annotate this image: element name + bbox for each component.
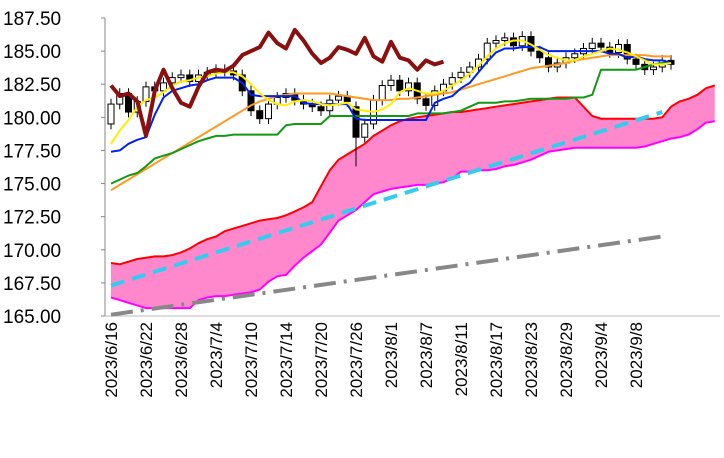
x-tick-label: 2023/8/17: [487, 322, 506, 398]
candle-body: [597, 42, 605, 48]
candle-body: [160, 82, 167, 92]
y-tick-label: 175.00: [3, 175, 61, 196]
candle-body: [545, 57, 552, 68]
candle-body: [396, 79, 404, 92]
y-tick-label: 180.00: [3, 108, 61, 129]
x-tick-label: 2023/6/28: [172, 322, 191, 398]
y-tick-label: 182.50: [3, 75, 61, 96]
candle-body: [501, 37, 509, 42]
cloud-upper-line: [110, 84, 716, 266]
candle-body: [317, 106, 325, 112]
x-tick-label: 2023/7/4: [207, 322, 226, 388]
y-tick-label: 167.50: [3, 274, 61, 295]
y-tick-label: 177.50: [3, 141, 61, 162]
x-tick-label: 2023/8/23: [522, 322, 541, 398]
x-tick-label: 2023/6/22: [137, 322, 156, 398]
cloud-lower-line: [110, 120, 715, 310]
y-tick-label: 165.00: [3, 307, 61, 328]
candle-body: [431, 90, 439, 106]
candle-body: [378, 85, 386, 101]
x-tick-label: 2023/7/14: [277, 322, 296, 398]
candle-body: [457, 71, 465, 79]
candle-body: [142, 86, 150, 102]
candle-body: [492, 40, 500, 44]
indicator-line: [110, 62, 671, 185]
y-tick-label: 187.50: [3, 9, 61, 30]
x-tick-label: 2023/8/11: [452, 322, 471, 396]
candle-body: [186, 74, 194, 83]
x-tick-label: 2023/7/20: [312, 322, 331, 398]
candle-body: [265, 103, 272, 120]
x-tick-label: 2023/9/8: [627, 322, 646, 388]
candle-body: [361, 123, 369, 138]
x-tick-label: 2023/7/26: [347, 322, 366, 398]
candle-body: [650, 66, 657, 71]
candle-body: [483, 42, 491, 60]
candle-body: [632, 58, 640, 65]
x-tick-label: 2023/7/10: [242, 322, 261, 398]
indicator-line: [110, 46, 672, 153]
y-tick-label: 185.00: [3, 42, 61, 63]
candle-body: [352, 106, 360, 138]
candle-body: [422, 98, 430, 106]
x-tick-label: 2023/6/16: [102, 322, 121, 398]
candle-body: [335, 95, 342, 101]
y-tick-label: 172.50: [3, 208, 61, 229]
candle-body: [107, 103, 115, 125]
y-tick-label: 170.00: [3, 241, 61, 262]
x-tick-label: 2023/8/29: [557, 322, 576, 398]
candle-body: [247, 90, 255, 112]
x-tick-label: 2023/8/1: [382, 322, 401, 388]
candle-body: [448, 77, 456, 85]
indicator-line: [109, 27, 445, 138]
candle-body: [387, 79, 395, 87]
x-tick-label: 2023/9/4: [592, 322, 611, 388]
candle-body: [536, 50, 544, 59]
candle-body: [256, 110, 264, 120]
trend-line: [110, 110, 663, 288]
x-tick-label: 2023/8/7: [417, 322, 436, 388]
trend-line: [110, 234, 663, 317]
candle-body: [405, 82, 412, 92]
candle-body: [571, 53, 579, 59]
candle-body: [177, 74, 185, 79]
candle-body: [588, 42, 596, 49]
